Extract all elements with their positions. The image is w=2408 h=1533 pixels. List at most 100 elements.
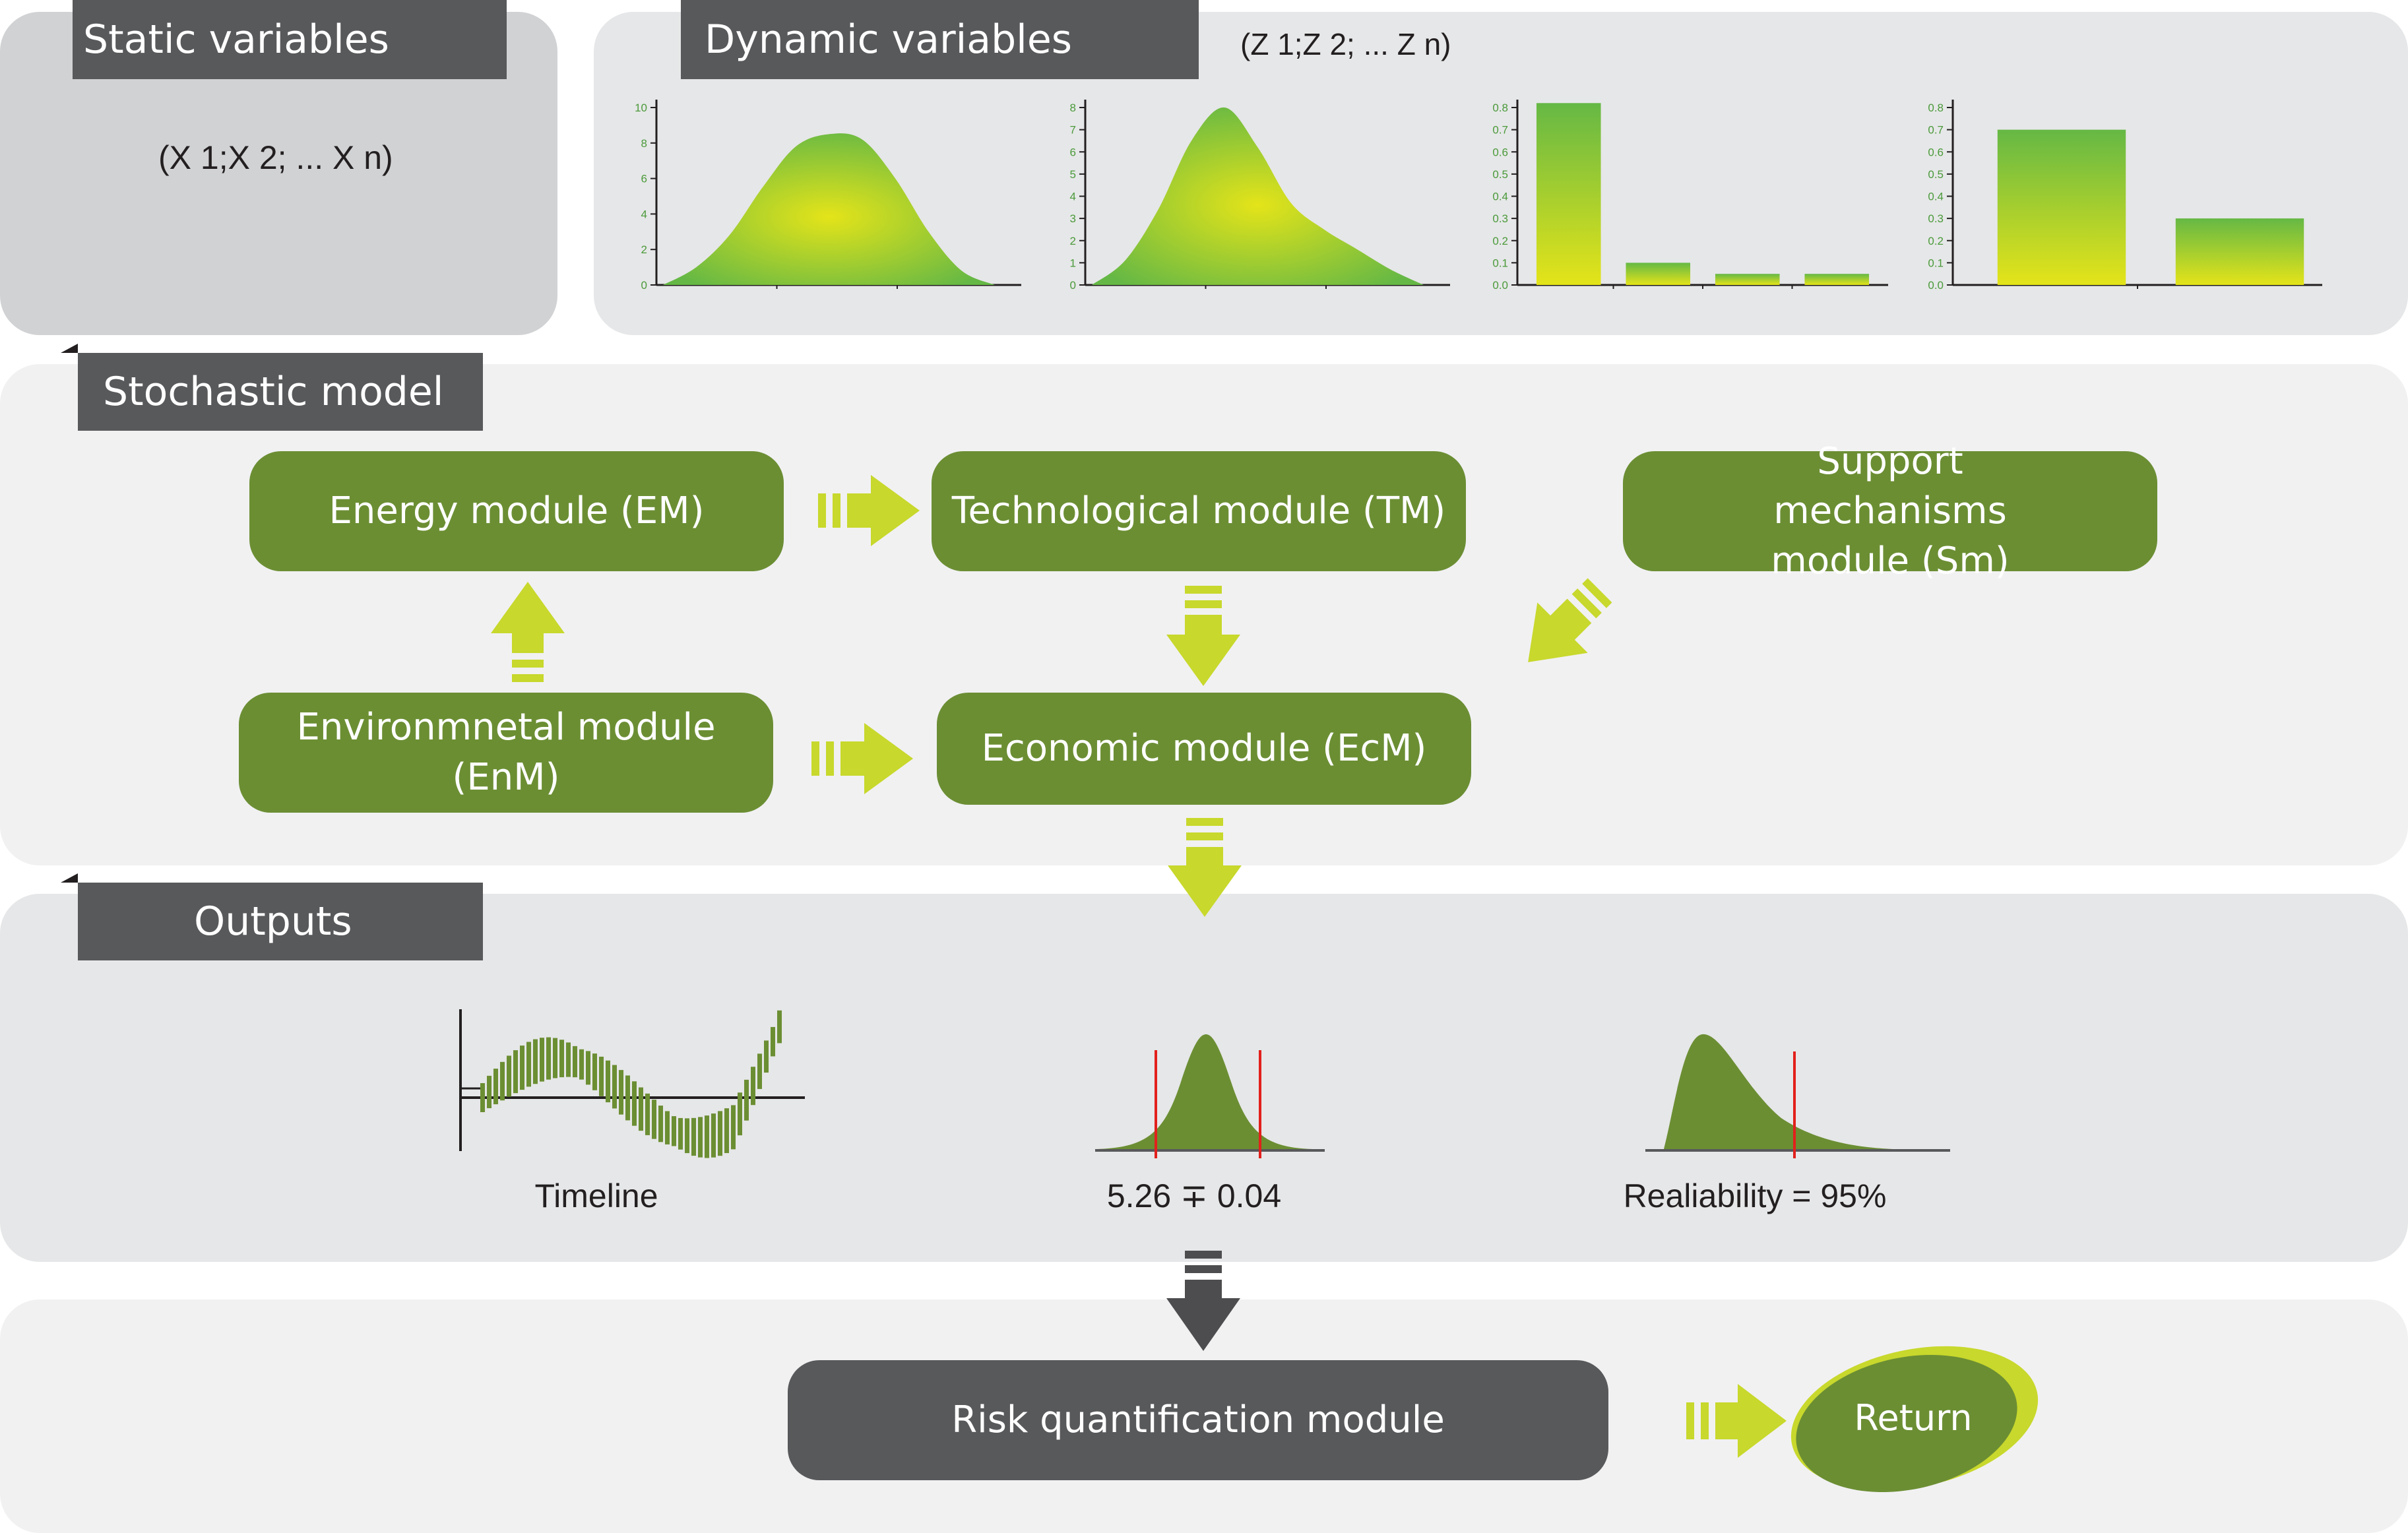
static-variables-notation: (X 1;X 2; ... X n) — [158, 139, 393, 176]
timeline-bar — [724, 1108, 729, 1154]
timeline-graph — [459, 1009, 805, 1158]
timeline-bar — [592, 1053, 597, 1090]
arrow-enm-to-em — [491, 582, 565, 682]
dynamic-variables-tab: Dynamic variables — [681, 0, 1199, 79]
bar — [1804, 274, 1870, 285]
timeline-bar — [672, 1116, 676, 1146]
timeline-bar — [586, 1051, 590, 1085]
reliability-distribution — [1645, 1034, 1950, 1158]
timeline-bar — [507, 1055, 511, 1097]
timeline-bar — [639, 1087, 643, 1131]
support-mechanisms-module: Support mechanisms module (Sm) — [1623, 440, 2157, 582]
timeline-bar — [777, 1010, 782, 1044]
timeline-bar — [652, 1100, 656, 1139]
timeline-bar — [678, 1117, 683, 1150]
arrow-risk-to-return — [1686, 1384, 1787, 1458]
timeline-bar — [546, 1037, 551, 1080]
timeline-bar — [718, 1111, 722, 1156]
y-tick-label: 2 — [1070, 235, 1076, 247]
timeline-bar — [698, 1117, 703, 1158]
y-tick-label: 0.2 — [1928, 235, 1944, 247]
mini-chart-1: 0 2 4 6 8 10 — [635, 100, 1021, 292]
y-tick-label: 0.5 — [1928, 168, 1944, 181]
y-tick-label: 0.6 — [1928, 146, 1944, 158]
confidence-distribution — [1095, 1034, 1325, 1158]
timeline-bar — [771, 1026, 775, 1057]
y-tick-label: 8 — [641, 137, 647, 150]
return-ellipse — [1790, 1346, 2039, 1493]
y-tick-label: 0.7 — [1928, 124, 1944, 137]
y-tick-label: 0.6 — [1492, 146, 1508, 158]
timeline-bar — [493, 1069, 498, 1105]
timeline-bar — [540, 1038, 544, 1082]
y-tick-label: 0.5 — [1492, 168, 1508, 181]
timeline-bar — [691, 1117, 696, 1156]
y-tick-label: 0.1 — [1492, 257, 1508, 269]
timeline-bar — [731, 1105, 736, 1150]
timeline-bar — [480, 1083, 485, 1112]
y-tick-label: 2 — [641, 243, 647, 256]
y-tick-label: 0.8 — [1928, 102, 1944, 114]
area-series — [1092, 107, 1424, 285]
y-tick-label: 0.3 — [1492, 212, 1508, 225]
timeline-label: Timeline — [534, 1177, 658, 1214]
timeline-bar — [619, 1070, 623, 1115]
y-tick-label: 6 — [641, 173, 647, 185]
timeline-bar — [744, 1079, 749, 1121]
y-tick-label: 0.0 — [1928, 279, 1944, 292]
dynamic-variable-charts: 0 2 4 6 8 10 0 1 2 3 4 5 6 7 8 0.0 0.1 0.2 0.3 0.4 0.5 0.6 0.7… — [635, 100, 2322, 292]
environmental-module: Environmnetal module (EnM) — [239, 693, 773, 813]
timeline-bar — [526, 1042, 531, 1087]
timeline-bar — [711, 1113, 716, 1158]
bar — [2175, 218, 2304, 285]
arrow-sm-to-ecm — [1528, 578, 1612, 662]
arrow-outputs-to-risk — [1166, 1251, 1240, 1351]
energy-module: Energy module (EM) — [249, 451, 784, 571]
y-tick-label: 5 — [1070, 168, 1076, 181]
y-tick-label: 3 — [1070, 212, 1076, 225]
timeline-bar — [612, 1065, 617, 1109]
timeline-bar — [751, 1067, 755, 1106]
timeline-bar — [685, 1118, 689, 1154]
timeline-bar — [553, 1038, 557, 1079]
timeline-bar — [487, 1075, 491, 1108]
y-tick-label: 1 — [1070, 257, 1076, 269]
timeline-bar — [705, 1115, 709, 1158]
bar — [1626, 263, 1691, 285]
y-tick-label: 10 — [635, 102, 647, 114]
risk-quantification-module: Risk quantification module — [788, 1360, 1608, 1480]
y-tick-label: 4 — [1070, 191, 1076, 203]
timeline-bar — [764, 1040, 769, 1073]
timeline-bar — [645, 1093, 650, 1135]
economic-module: Economic module (EcM) — [937, 693, 1471, 805]
y-tick-label: 0.7 — [1492, 124, 1508, 137]
timeline-bar — [533, 1039, 538, 1084]
bar — [1536, 103, 1601, 285]
technological-module: Technological module (TM) — [932, 451, 1466, 571]
y-tick-label: 0.0 — [1492, 279, 1508, 292]
mini-chart-2: 0 1 2 3 4 5 6 7 8 — [1070, 100, 1450, 292]
y-tick-label: 0.3 — [1928, 212, 1944, 225]
y-tick-label: 0.8 — [1492, 102, 1508, 114]
y-tick-label: 7 — [1070, 124, 1076, 137]
timeline-bar — [665, 1111, 670, 1144]
mini-chart-4: 0.0 0.1 0.2 0.3 0.4 0.5 0.6 0.7 0.8 — [1928, 100, 2322, 292]
arrow-enm-to-ecm — [811, 723, 913, 794]
bar — [1997, 129, 2126, 285]
y-tick-label: 6 — [1070, 146, 1076, 158]
timeline-bar — [566, 1042, 571, 1077]
timeline-bar — [579, 1049, 584, 1080]
y-tick-label: 0 — [1070, 279, 1076, 292]
timeline-bar — [500, 1061, 505, 1101]
stochastic-model-tab: Stochastic model — [61, 344, 483, 431]
confidence-interval-label: 5.26 ∓ 0.04 — [1106, 1177, 1282, 1214]
arrow-em-to-tm — [818, 475, 920, 546]
timeline-bar — [599, 1056, 604, 1096]
timeline-bar — [606, 1060, 610, 1103]
y-tick-label: 0.1 — [1928, 257, 1944, 269]
timeline-bar — [625, 1075, 630, 1121]
y-tick-label: 4 — [641, 208, 647, 220]
bar — [1715, 274, 1780, 285]
y-tick-label: 8 — [1070, 102, 1076, 114]
